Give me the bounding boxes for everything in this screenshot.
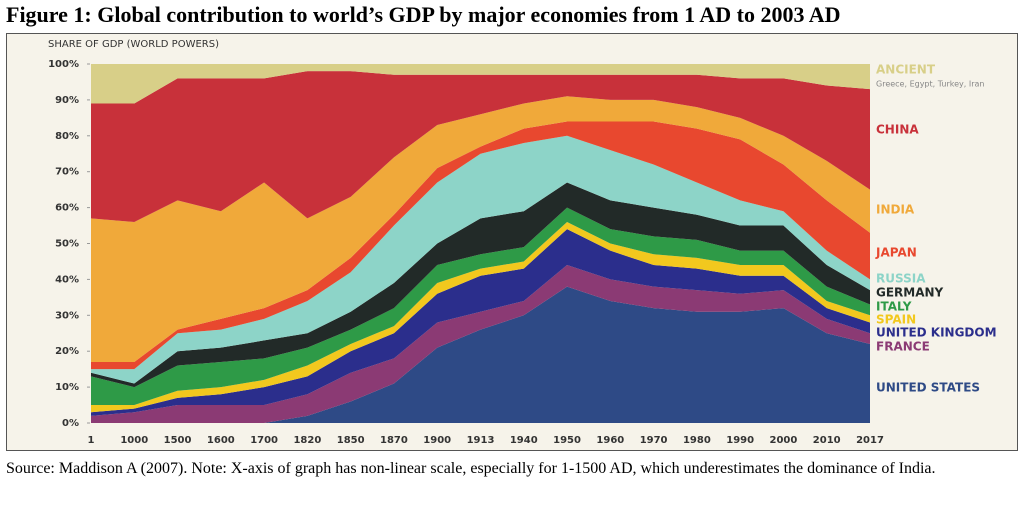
- legend-label: CHINA: [876, 123, 919, 137]
- legend-description: Greece, Egypt, Turkey, Iran: [876, 80, 984, 89]
- x-tick-label: 1990: [726, 435, 754, 446]
- x-tick-label: 1950: [553, 435, 581, 446]
- x-tick-label: 2010: [813, 435, 841, 446]
- x-tick-label: 1900: [423, 435, 451, 446]
- x-tick-label: 1850: [337, 435, 365, 446]
- x-tick-label: 1000: [120, 435, 148, 446]
- area: [91, 286, 870, 423]
- y-tick-label: 40%: [55, 274, 79, 285]
- chart: SHARE OF GDP (WORLD POWERS) 0% 10% 20% 30% 4…: [6, 33, 1018, 451]
- y-tick-label: 10%: [55, 382, 79, 393]
- x-tick-label: 1970: [640, 435, 668, 446]
- x-tick-label: 1870: [380, 435, 408, 446]
- y-tick-label: 80%: [55, 131, 79, 142]
- figure-title: Figure 1: Global contribution to world’s…: [6, 2, 841, 27]
- legend-label: ITALY: [876, 300, 912, 314]
- area: [91, 135, 870, 384]
- x-tick-label: 1940: [510, 435, 538, 446]
- x-tick-label: 1960: [596, 435, 624, 446]
- y-tick-label: 90%: [55, 95, 79, 106]
- y-tick-label: 30%: [55, 310, 79, 321]
- y-tick-label: 50%: [55, 239, 79, 250]
- area: [91, 229, 870, 416]
- legend-label: ANCIENT: [876, 63, 936, 77]
- x-tick-label: 1980: [683, 435, 711, 446]
- legend-label: FRANCE: [876, 340, 930, 354]
- area: [91, 207, 870, 406]
- x-tick-label: 1: [88, 435, 95, 446]
- legend-label: UNITED STATES: [876, 381, 980, 395]
- x-tick-label: 2000: [770, 435, 798, 446]
- area: [91, 182, 870, 388]
- y-tick-label: 100%: [48, 59, 79, 70]
- area: [91, 265, 870, 423]
- x-tick-label: 1820: [293, 435, 321, 446]
- area: [91, 64, 870, 104]
- y-tick-label: 0%: [62, 418, 79, 429]
- legend-label: UNITED KINGDOM: [876, 326, 997, 340]
- area: [91, 96, 870, 362]
- y-tick-label: 70%: [55, 167, 79, 178]
- area: [91, 121, 870, 370]
- y-axis-label: SHARE OF GDP (WORLD POWERS): [48, 39, 219, 50]
- area: [91, 71, 870, 222]
- x-tick-label: 1700: [250, 435, 278, 446]
- legend-label: INDIA: [876, 203, 915, 217]
- x-tick-label: 1913: [467, 435, 495, 446]
- y-tick-label: 60%: [55, 203, 79, 214]
- legend-label: GERMANY: [876, 286, 944, 300]
- caption: Source: Maddison A (2007). Note: X-axis …: [6, 460, 936, 477]
- y-tick-label: 20%: [55, 346, 79, 357]
- x-tick-label: 1600: [207, 435, 235, 446]
- legend-label: RUSSIA: [876, 272, 926, 286]
- x-tick-label: 2017: [856, 435, 884, 446]
- x-tick-label: 1500: [164, 435, 192, 446]
- legend-label: JAPAN: [875, 246, 917, 260]
- legend-label: SPAIN: [876, 313, 916, 327]
